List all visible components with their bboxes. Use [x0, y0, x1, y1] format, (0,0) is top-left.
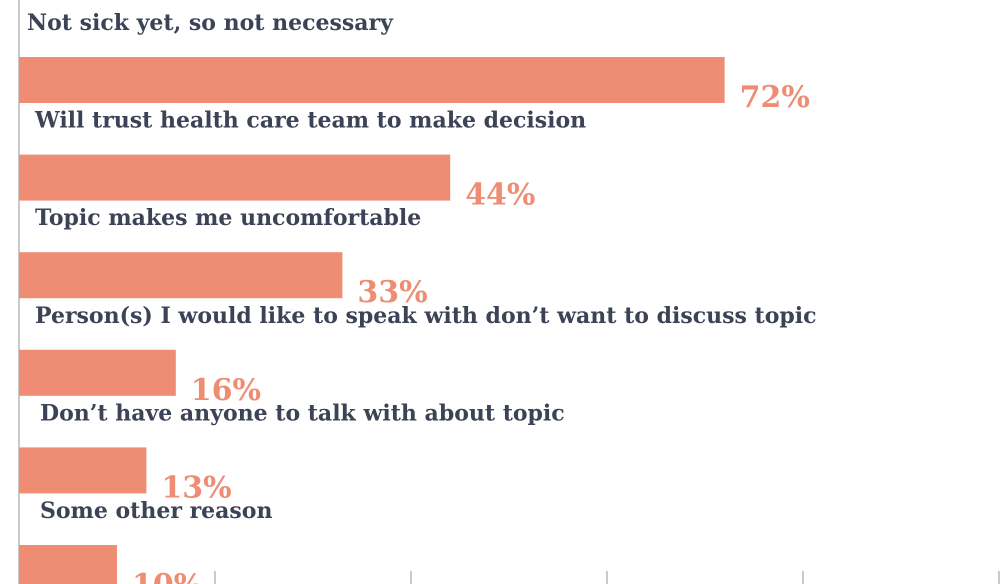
bar-6 — [19, 545, 117, 584]
value-label-1: 72% — [740, 80, 810, 115]
bar-5 — [19, 447, 147, 494]
value-label-3: 33% — [357, 275, 427, 310]
bars — [19, 57, 725, 584]
bar-3 — [19, 252, 343, 299]
category-label-5: Don’t have anyone to talk with about top… — [40, 400, 565, 426]
category-label-4: Person(s) I would like to speak with don… — [35, 303, 817, 329]
bar-1 — [19, 57, 725, 103]
value-label-2: 44% — [465, 178, 535, 213]
category-label-2: Will trust health care team to make deci… — [34, 108, 586, 134]
value-label-6: 10% — [132, 568, 202, 584]
value-label-4: 16% — [191, 373, 261, 408]
labels: Not sick yet, so not necessary 72% Will tr… — [27, 10, 817, 584]
bar-4 — [19, 349, 176, 396]
category-label-1: Not sick yet, so not necessary — [27, 10, 394, 36]
bar-2 — [19, 154, 451, 201]
category-label-3: Topic makes me uncomfortable — [35, 205, 421, 231]
value-label-5: 13% — [161, 470, 231, 505]
category-label-6: Some other reason — [40, 498, 272, 524]
